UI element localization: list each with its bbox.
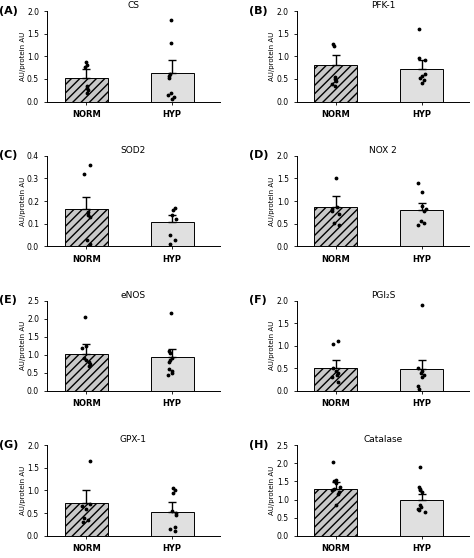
Y-axis label: AU/protein AU: AU/protein AU xyxy=(19,466,26,515)
Title: SOD2: SOD2 xyxy=(121,146,146,155)
Text: (E): (E) xyxy=(0,295,17,305)
Text: (H): (H) xyxy=(249,440,268,450)
Bar xyxy=(64,503,108,536)
Title: PFK-1: PFK-1 xyxy=(371,1,395,11)
Bar xyxy=(401,499,444,536)
Text: (D): (D) xyxy=(249,151,268,161)
Y-axis label: AU/protein AU: AU/protein AU xyxy=(19,321,26,371)
Bar xyxy=(64,78,108,102)
Y-axis label: AU/protein AU: AU/protein AU xyxy=(269,32,275,81)
Bar xyxy=(151,222,194,246)
Bar xyxy=(401,69,444,102)
Text: (F): (F) xyxy=(249,295,266,305)
Bar xyxy=(151,512,194,536)
Y-axis label: AU/protein AU: AU/protein AU xyxy=(269,176,275,225)
Text: (C): (C) xyxy=(0,151,18,161)
Bar xyxy=(314,65,357,102)
Title: PGI₂S: PGI₂S xyxy=(371,291,395,300)
Text: (B): (B) xyxy=(249,6,267,16)
Text: (G): (G) xyxy=(0,440,18,450)
Bar xyxy=(151,357,194,391)
Y-axis label: AU/protein AU: AU/protein AU xyxy=(19,176,26,225)
Title: GPX-1: GPX-1 xyxy=(120,435,147,445)
Bar xyxy=(64,209,108,246)
Bar xyxy=(151,73,194,102)
Title: Catalase: Catalase xyxy=(364,435,403,445)
Bar xyxy=(64,354,108,391)
Bar xyxy=(401,210,444,246)
Y-axis label: AU/protein AU: AU/protein AU xyxy=(19,32,26,81)
Y-axis label: AU/protein AU: AU/protein AU xyxy=(269,466,275,515)
Title: eNOS: eNOS xyxy=(121,291,146,300)
Y-axis label: AU/protein AU: AU/protein AU xyxy=(269,321,275,371)
Bar xyxy=(314,207,357,246)
Bar xyxy=(314,368,357,391)
Text: (A): (A) xyxy=(0,6,18,16)
Bar xyxy=(401,369,444,391)
Title: CS: CS xyxy=(128,1,139,11)
Bar xyxy=(314,489,357,536)
Title: NOX 2: NOX 2 xyxy=(369,146,397,155)
